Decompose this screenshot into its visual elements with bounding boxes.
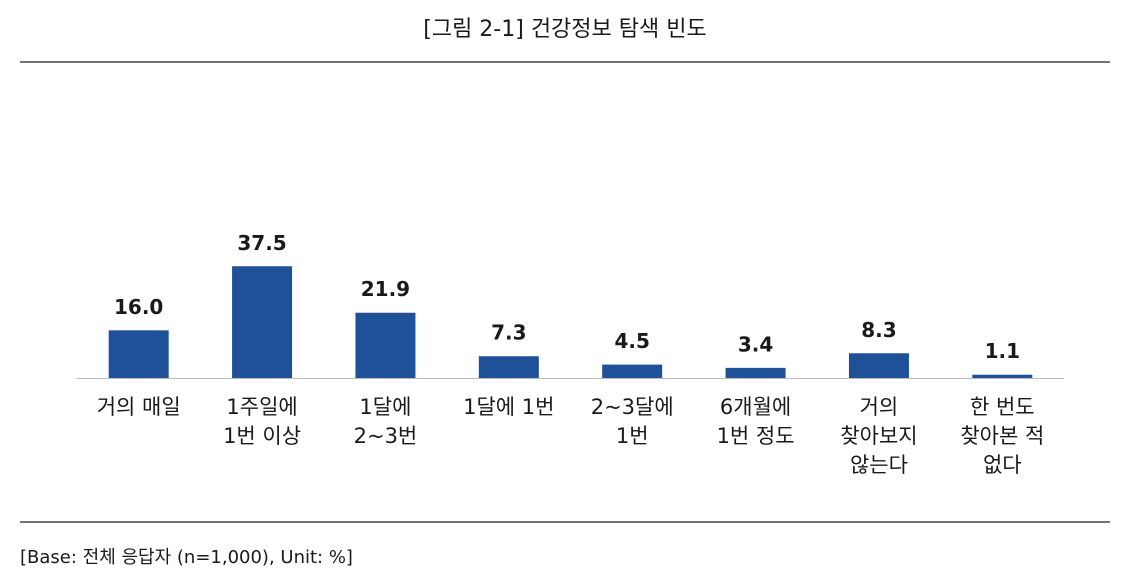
x-tick-label: 1번 — [616, 424, 649, 448]
x-tick-label: 2~3달에 — [591, 395, 674, 419]
bar — [108, 330, 169, 378]
x-tick-label: 없다 — [983, 453, 1022, 477]
x-tick-label: 거의 매일 — [97, 395, 181, 419]
x-tick-label: 찾아본 적 — [960, 424, 1044, 448]
x-tick-label: 않는다 — [850, 453, 908, 477]
x-tick-label: 1주일에 — [226, 395, 297, 419]
value-label: 37.5 — [237, 231, 286, 255]
value-label: 3.4 — [738, 332, 773, 356]
value-label: 4.5 — [614, 329, 649, 353]
value-label: 8.3 — [861, 318, 896, 342]
value-label: 16.0 — [114, 295, 163, 319]
x-tick-label: 1달에 — [359, 395, 411, 419]
x-tick-label: 찾아보지 — [840, 424, 917, 448]
chart-title: [그림 2-1] 건강정보 탐색 빈도 — [423, 17, 706, 42]
x-tick-label: 1번 정도 — [717, 424, 795, 448]
x-tick-label: 1달에 1번 — [463, 395, 554, 419]
bar — [848, 353, 909, 378]
bar — [602, 364, 663, 378]
x-tick-label: 거의 — [860, 395, 899, 419]
x-tick-label: 한 번도 — [970, 395, 1035, 419]
bar — [725, 367, 786, 378]
x-tick-label: 1번 이상 — [223, 424, 301, 448]
bar — [972, 374, 1033, 378]
value-label: 21.9 — [361, 277, 410, 301]
x-tick-label: 2~3번 — [354, 424, 418, 448]
x-tick-label: 6개월에 — [720, 395, 791, 419]
note: [Base: 전체 응답자 (n=1,000), Unit: %] — [20, 547, 353, 568]
bar — [478, 356, 539, 378]
value-label: 7.3 — [491, 321, 526, 345]
value-label: 1.1 — [985, 339, 1020, 363]
bar — [232, 266, 293, 378]
bar — [355, 312, 416, 378]
